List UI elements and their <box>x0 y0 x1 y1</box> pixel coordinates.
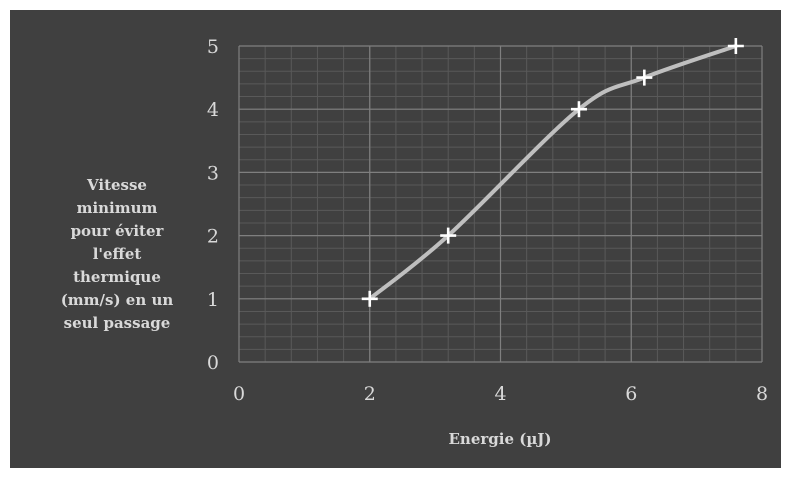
y-axis-title-line: seul passage <box>64 314 171 332</box>
y-tick-label: 0 <box>207 352 219 374</box>
chart-area: 0 1 2 3 4 5 0 2 4 6 8 Energie (µJ) Vitesse minimum… <box>10 10 781 468</box>
x-axis-title: Energie (µJ) <box>448 430 551 448</box>
y-tick-label: 1 <box>207 289 219 311</box>
x-tick-label: 0 <box>233 383 245 405</box>
data-point <box>636 69 653 86</box>
series-line-group <box>367 44 738 301</box>
data-point <box>570 101 587 118</box>
data-point <box>727 38 744 54</box>
y-axis-title-line: (mm/s) en un <box>61 291 174 309</box>
y-axis-title: Vitesse minimum pour éviter l'effet thermiqu… <box>61 176 174 332</box>
y-tick-label: 3 <box>207 162 219 184</box>
data-point <box>440 227 457 244</box>
y-tick-label: 4 <box>207 99 219 121</box>
data-point <box>361 290 378 307</box>
x-tick-label: 2 <box>364 383 376 405</box>
x-tick-label: 8 <box>756 383 768 405</box>
x-tick-labels: 0 2 4 6 8 <box>233 383 768 405</box>
chart-svg: 0 1 2 3 4 5 0 2 4 6 8 Energie (µJ) Vitesse minimum… <box>61 36 768 448</box>
series-line <box>367 44 738 301</box>
y-tick-label: 5 <box>207 36 219 58</box>
y-axis-title-line: thermique <box>73 268 161 286</box>
x-tick-label: 4 <box>494 383 506 405</box>
x-tick-label: 6 <box>625 383 637 405</box>
y-tick-label: 2 <box>207 226 219 248</box>
y-axis-title-line: Vitesse <box>86 176 147 194</box>
y-axis-title-line: l'effet <box>93 245 142 263</box>
y-axis-title-line: minimum <box>77 199 158 217</box>
y-axis-title-line: pour éviter <box>71 222 165 240</box>
major-grid <box>238 45 763 363</box>
data-markers <box>361 38 744 307</box>
y-tick-labels: 0 1 2 3 4 5 <box>207 36 219 374</box>
